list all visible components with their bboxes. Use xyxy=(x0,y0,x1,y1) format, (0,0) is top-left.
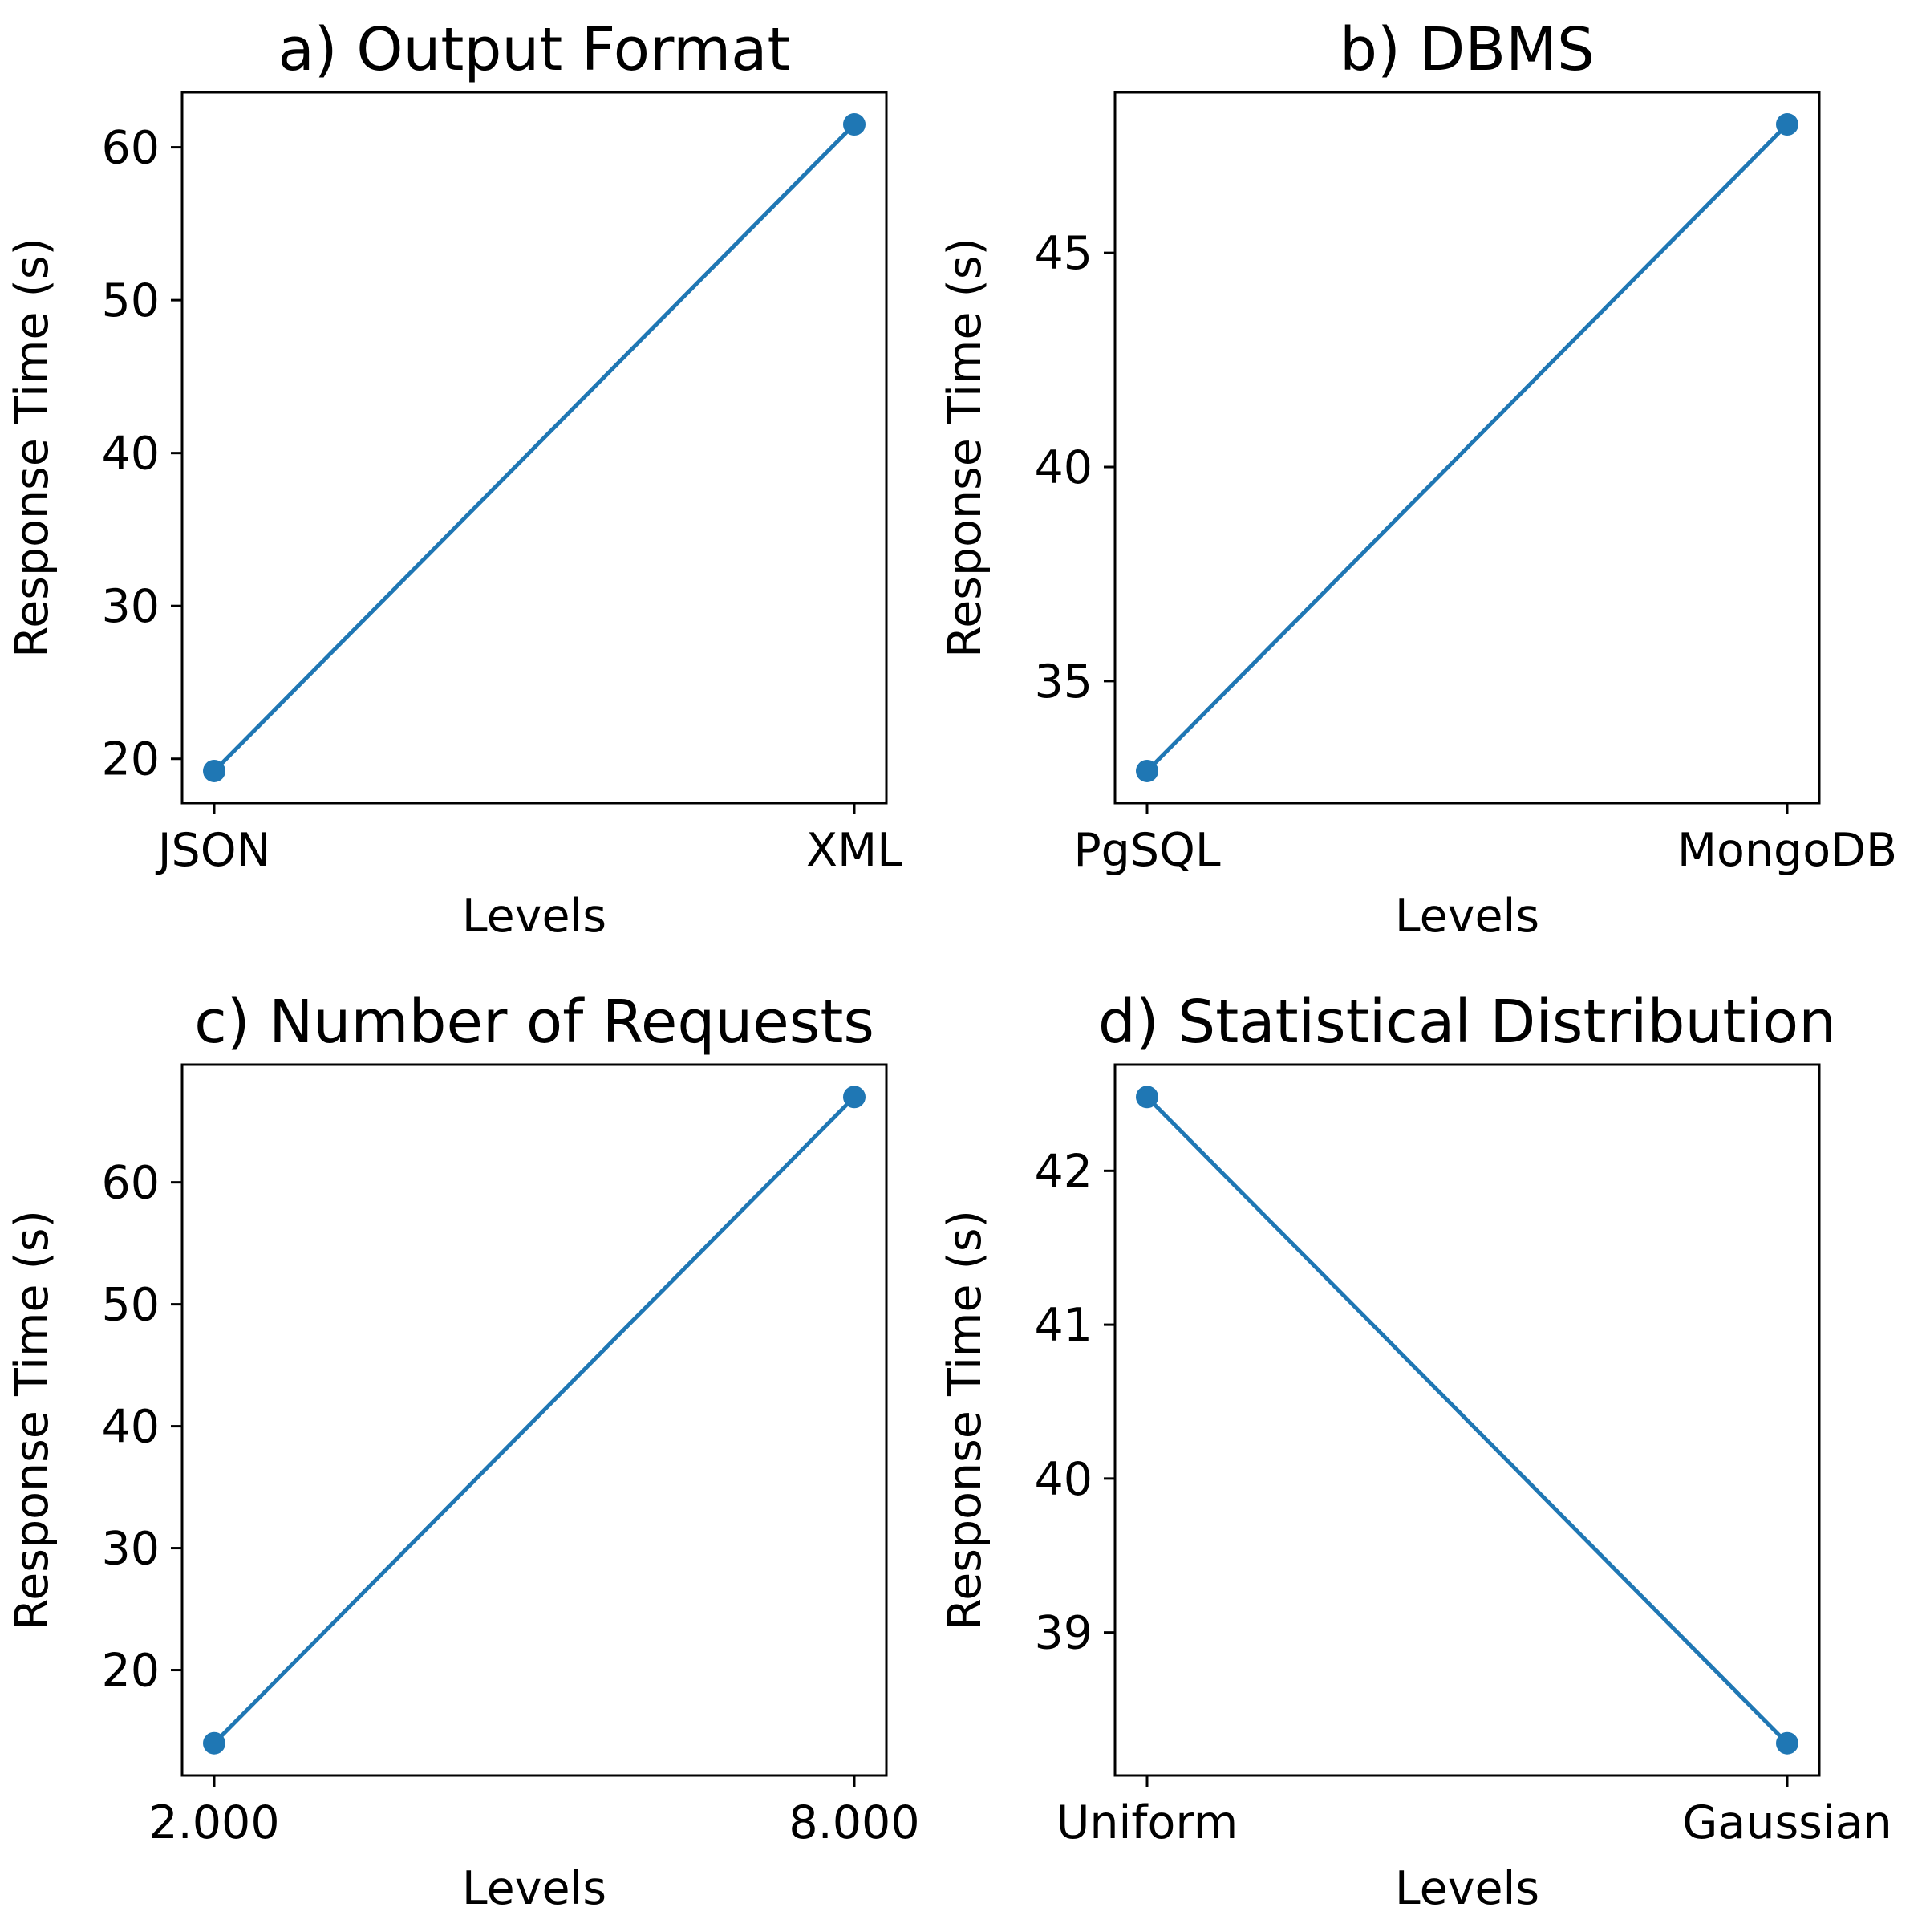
y-tick-label: 39 xyxy=(1034,1607,1093,1660)
y-tick-label: 40 xyxy=(101,1401,160,1454)
chart-title: b) DBMS xyxy=(1340,15,1595,84)
series-line xyxy=(1145,122,1790,773)
chart-title: d) Statistical Distribution xyxy=(1098,988,1836,1057)
chart-title: a) Output Format xyxy=(278,15,790,84)
data-point xyxy=(843,113,866,136)
x-tick-label: 8.000 xyxy=(789,1796,919,1849)
y-tick-label: 40 xyxy=(1034,1453,1093,1506)
y-tick-label: 60 xyxy=(101,1157,160,1210)
x-axis-label: Levels xyxy=(462,890,606,943)
y-tick-label: 30 xyxy=(101,1523,160,1576)
y-tick-label: 50 xyxy=(101,1279,160,1332)
plot-frame xyxy=(1113,1063,1821,1777)
x-tick-label: Gaussian xyxy=(1682,1796,1892,1849)
chart-panel-3: c) Number of Requests 20 30 40 50 60 2.000 8.00… xyxy=(6,988,920,1915)
x-tick-label: XML xyxy=(806,824,902,877)
y-axis-label: Response Time (s) xyxy=(939,237,991,658)
y-tick-label: 20 xyxy=(101,733,160,786)
chart-panel-1: a) Output Format 20 30 40 50 60 JSON XML Levels R… xyxy=(6,15,902,943)
y-tick-label: 42 xyxy=(1034,1145,1093,1198)
series-line xyxy=(1145,1094,1790,1746)
chart-panel-4: d) Statistical Distribution 39 40 41 42 Unifo… xyxy=(939,988,1892,1915)
y-tick-label: 45 xyxy=(1034,227,1093,280)
y-tick-label: 35 xyxy=(1034,656,1093,708)
plot-frame xyxy=(180,91,888,805)
x-tick-label: PgSQL xyxy=(1073,824,1221,877)
chart-panel-2: b) DBMS 35 40 45 PgSQL MongoDB Levels Response … xyxy=(939,15,1897,943)
data-point xyxy=(1776,113,1798,136)
series-line xyxy=(212,1094,857,1746)
y-axis-label: Response Time (s) xyxy=(6,237,59,658)
x-axis-label: Levels xyxy=(1395,1862,1539,1915)
y-tick-label: 30 xyxy=(101,580,160,633)
data-point xyxy=(203,759,225,782)
plot-frame xyxy=(1113,91,1821,805)
y-tick-label: 40 xyxy=(1034,441,1093,494)
x-axis-label: Levels xyxy=(462,1862,606,1915)
series-line xyxy=(212,122,857,773)
y-axis-label: Response Time (s) xyxy=(939,1210,991,1630)
x-tick-label: Uniform xyxy=(1056,1796,1239,1849)
x-tick-label: 2.000 xyxy=(148,1796,279,1849)
y-axis-label: Response Time (s) xyxy=(6,1210,59,1630)
x-axis-label: Levels xyxy=(1395,890,1539,943)
data-point xyxy=(1776,1731,1798,1755)
chart-title: c) Number of Requests xyxy=(194,988,874,1057)
x-tick-label: JSON xyxy=(156,824,271,877)
y-tick-label: 41 xyxy=(1034,1299,1093,1352)
data-point xyxy=(203,1731,225,1755)
y-tick-label: 60 xyxy=(101,122,160,175)
y-tick-label: 50 xyxy=(101,274,160,327)
data-point xyxy=(843,1086,866,1109)
data-point xyxy=(1136,1086,1158,1109)
data-point xyxy=(1136,759,1158,782)
plot-frame xyxy=(180,1063,888,1777)
y-tick-label: 40 xyxy=(101,428,160,481)
y-tick-label: 20 xyxy=(101,1645,160,1698)
x-tick-label: MongoDB xyxy=(1677,824,1897,877)
